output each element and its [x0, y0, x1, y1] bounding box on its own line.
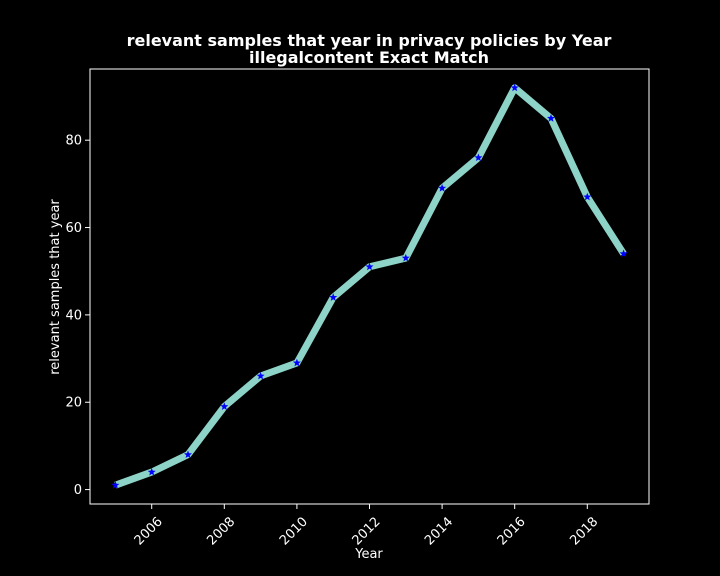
data-point-2018 [583, 192, 592, 201]
y-tick-label: 80 [65, 134, 82, 149]
y-tick-label: 20 [65, 396, 82, 411]
chart-title: relevant samples that year in privacy po… [127, 31, 612, 50]
data-point-2009 [256, 371, 265, 380]
data-point-2017 [547, 114, 555, 122]
chart-subtitle: illegalcontent Exact Match [249, 48, 489, 67]
x-tick-label: 2010 [277, 514, 311, 548]
x-axis: 2006 2008 2010 2012 2014 2016 2018 [132, 504, 601, 548]
data-point-2014 [438, 184, 447, 192]
x-tick-label: 2014 [422, 514, 456, 548]
data-point-2015 [474, 153, 483, 162]
data-point-2016 [510, 83, 519, 92]
data-point-2008 [220, 402, 229, 410]
x-axis-label: Year [354, 547, 383, 562]
data-point-2005 [111, 481, 120, 489]
y-axis-label: relevant samples that year [48, 199, 63, 375]
series-line [114, 84, 627, 489]
y-axis: 0 20 40 60 80 [65, 134, 90, 498]
data-point-2010 [292, 358, 301, 367]
data-points [111, 83, 628, 489]
x-tick-label: 2006 [132, 514, 166, 548]
plot-area [89, 68, 650, 505]
data-point-2019 [619, 249, 628, 258]
x-tick-label: 2008 [204, 514, 238, 548]
y-tick-label: 40 [65, 308, 82, 323]
data-point-2011 [329, 293, 338, 301]
x-tick-label: 2012 [350, 514, 384, 548]
data-point-2012 [365, 262, 374, 271]
data-point-2007 [184, 450, 192, 459]
y-tick-label: 0 [74, 483, 82, 498]
data-point-2006 [147, 467, 156, 476]
y-tick-label: 60 [65, 221, 82, 236]
data-point-2013 [401, 253, 410, 262]
x-tick-label: 2018 [567, 514, 601, 548]
x-tick-label: 2016 [495, 514, 529, 548]
